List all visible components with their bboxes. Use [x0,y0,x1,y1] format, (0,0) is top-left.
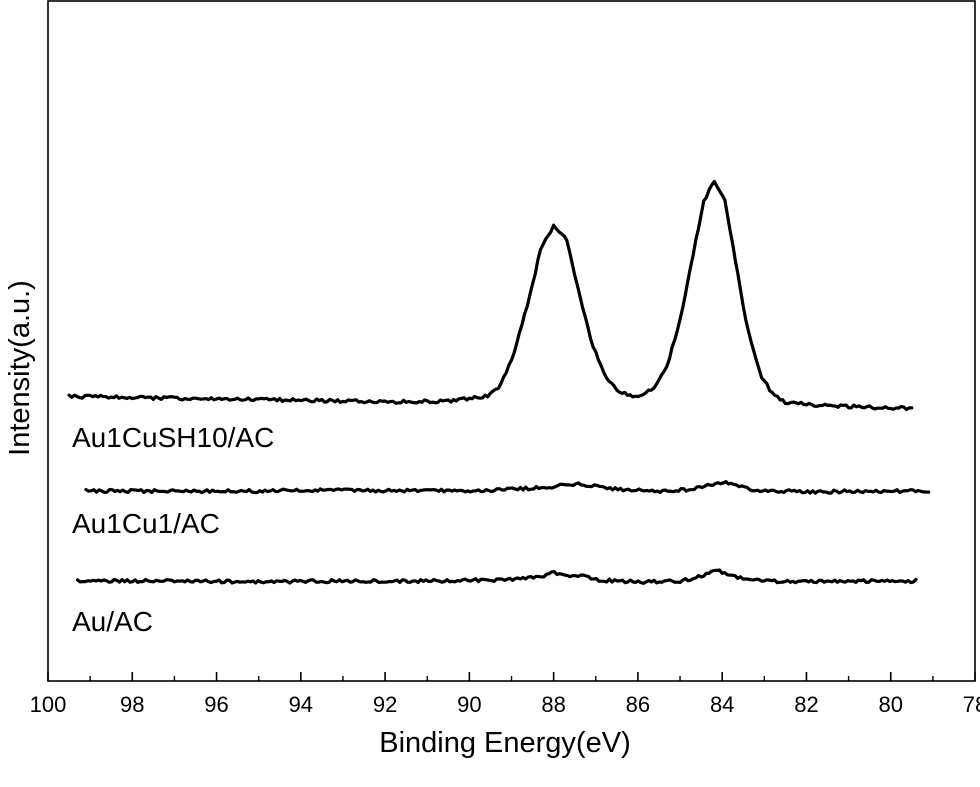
y-axis-title: Intensity(a.u.) [4,280,36,456]
x-axis-ticks [47,672,976,681]
x-tick-label: 92 [373,692,397,717]
x-tick-label: 82 [794,692,818,717]
x-axis-title: Binding Energy(eV) [379,727,630,759]
x-tick-label: 88 [541,692,565,717]
series-line-1 [84,480,931,495]
series-labels: Au1CuSH10/AC Au1Cu1/AC Au/AC [72,422,274,637]
x-tick-label: 90 [457,692,481,717]
series-label-2: Au/AC [72,606,153,637]
x-tick-label: 84 [710,692,734,717]
x-tick-label: 78 [963,692,980,717]
x-tick-label: 94 [289,692,313,717]
series-label-0: Au1CuSH10/AC [72,422,274,453]
x-tick-label: 80 [878,692,902,717]
x-tick-label: 98 [120,692,144,717]
x-tick-label: 86 [626,692,650,717]
x-tick-label: 96 [204,692,228,717]
x-tick-label: 100 [30,692,67,717]
series-traces [67,179,931,585]
series-line-2 [75,568,918,585]
x-axis-tick-labels: 100 98 96 94 92 90 88 86 84 82 80 78 [30,692,980,717]
series-line-0 [67,179,914,412]
series-label-1: Au1Cu1/AC [72,508,220,539]
